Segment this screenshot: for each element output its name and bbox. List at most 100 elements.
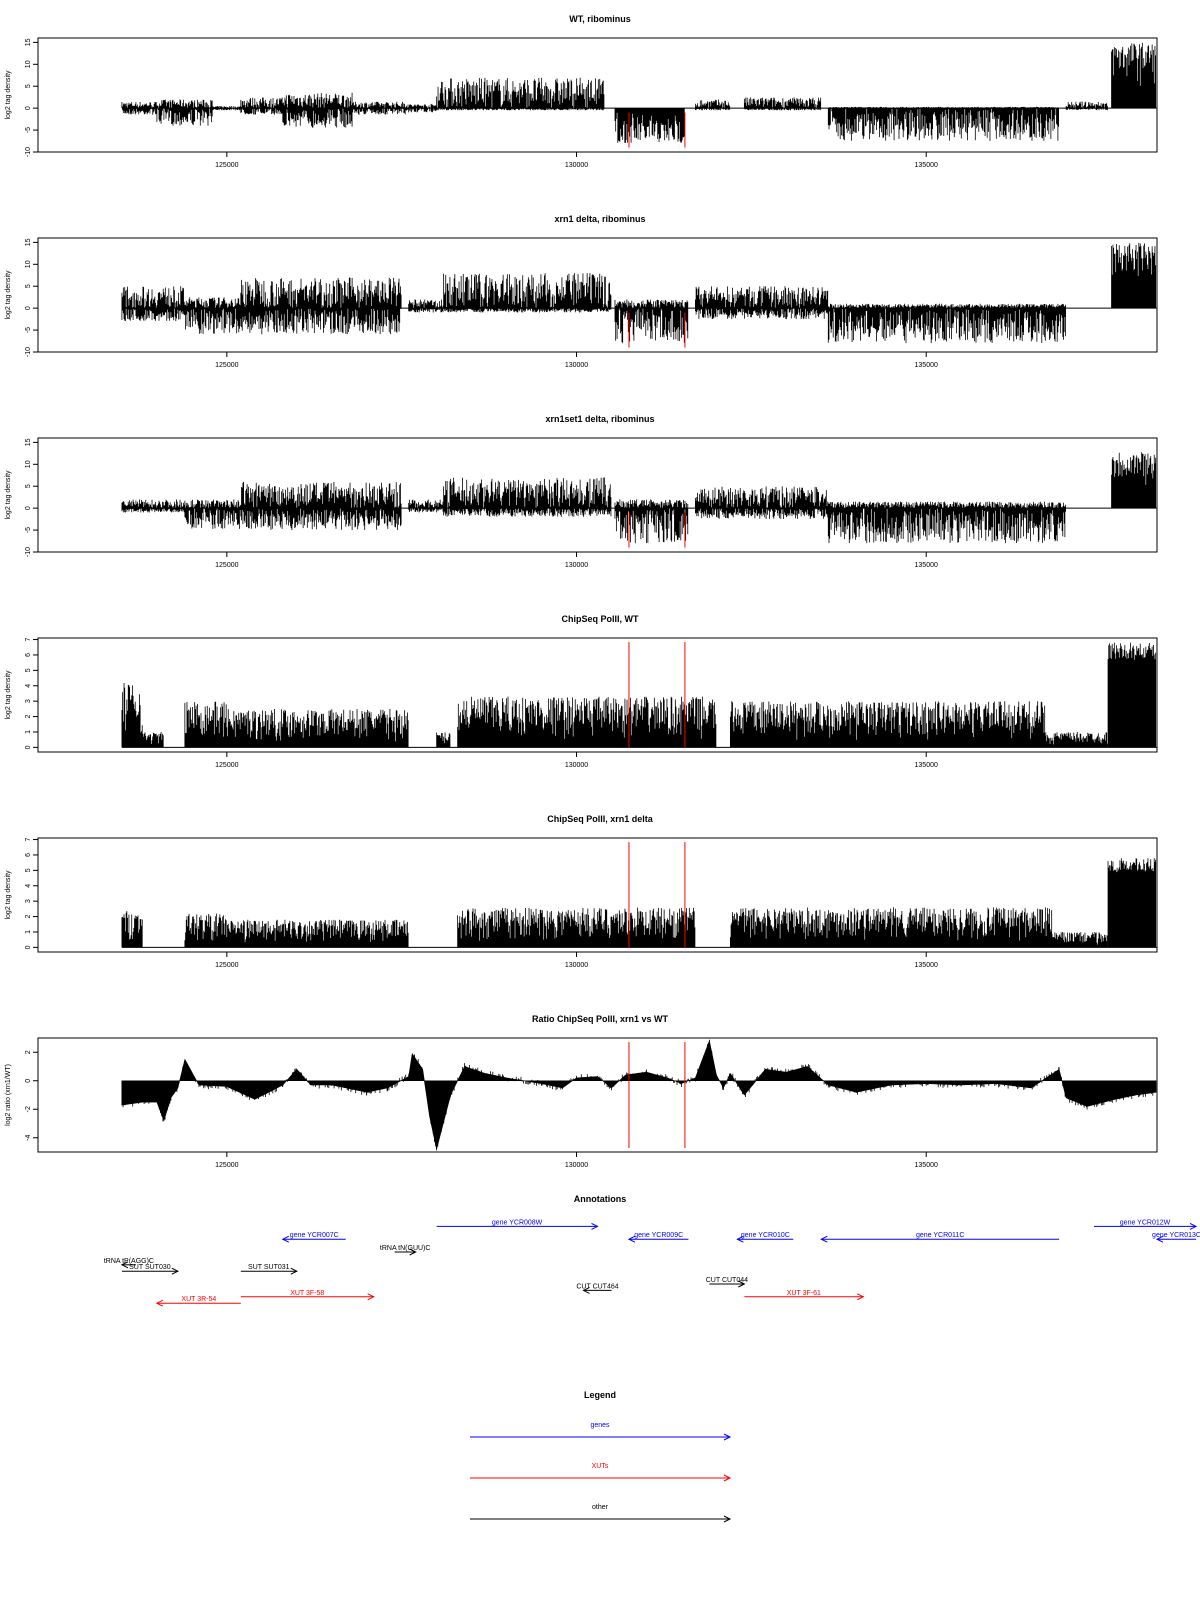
annotation-feature: gene YCR009C	[627, 1232, 689, 1243]
legend-label: other	[592, 1504, 609, 1511]
data-segment	[240, 97, 283, 115]
data-series	[121, 243, 1157, 344]
density-bars	[436, 77, 605, 111]
y-tick-label: 6	[25, 853, 32, 857]
density-bars	[121, 911, 143, 948]
density-bars	[408, 499, 444, 513]
density-bars	[614, 299, 689, 344]
y-tick-label: -2	[25, 1106, 32, 1112]
density-bars	[1044, 732, 1108, 748]
track-panel: xrn1set1 delta, ribominus -10 -5 0 5 10 15 log2…	[5, 414, 1158, 569]
data-segment	[1111, 42, 1157, 109]
y-tick-label: 5	[25, 868, 32, 872]
x-tick-label: 125000	[215, 362, 238, 369]
y-tick-label: 0	[25, 506, 32, 510]
y-tick-label: 10	[25, 460, 32, 468]
data-series	[121, 642, 1157, 748]
data-series	[121, 42, 1157, 143]
annotation-feature: gene YCR010C	[736, 1232, 794, 1243]
annotation-feature: gene YCR007C	[281, 1232, 346, 1243]
y-tick-label: -10	[25, 347, 32, 357]
y-tick-label: 1	[25, 730, 32, 734]
feature-label: gene YCR007C	[290, 1232, 339, 1239]
density-bars	[1111, 452, 1157, 509]
y-tick-label: 15	[25, 38, 32, 46]
feature-arrowhead	[736, 1235, 744, 1243]
y-tick-label: 5	[25, 284, 32, 288]
x-tick-label: 130000	[565, 962, 588, 969]
density-bars	[184, 913, 227, 948]
y-axis-label: log2 ratio (xrn1/WT)	[5, 1064, 12, 1126]
density-bars	[729, 907, 1053, 948]
data-segment	[1111, 452, 1157, 509]
y-tick-label: 0	[25, 745, 32, 749]
feature-arrowhead	[1155, 1235, 1164, 1243]
y-tick-label: 2	[25, 915, 32, 919]
density-bars	[282, 92, 353, 128]
y-tick-label: 7	[25, 837, 32, 841]
data-segment	[1107, 642, 1157, 748]
feature-label: SUT SUT031	[248, 1264, 290, 1271]
data-series	[121, 452, 1157, 544]
data-segment	[282, 92, 353, 128]
feature-arrowhead	[281, 1235, 290, 1243]
data-segment	[121, 286, 185, 322]
y-tick-label: -4	[25, 1135, 32, 1141]
density-bars	[121, 499, 185, 513]
data-segment	[1044, 732, 1108, 748]
density-bars	[443, 477, 612, 517]
legend-arrowhead	[723, 1515, 732, 1523]
legend-arrowhead	[723, 1433, 732, 1441]
data-segment	[226, 709, 409, 748]
annotation-feature: CUT CUT464	[576, 1283, 619, 1294]
y-tick-label: 4	[25, 684, 32, 688]
legend-item: XUTs	[470, 1463, 732, 1482]
track-panel: ChipSeq PolII, xrn1 delta 0 1 2 3 4 5 6 7 log2 ta…	[5, 814, 1158, 969]
data-segment	[614, 499, 689, 544]
feature-arrowhead	[155, 1299, 164, 1307]
feature-label: gene YCR012W	[1120, 1219, 1171, 1226]
density-bars	[827, 303, 1066, 344]
annotations-title: Annotations	[574, 1194, 627, 1204]
feature-arrowhead	[171, 1267, 179, 1275]
data-segment	[827, 501, 1066, 544]
track-panel: Ratio ChipSeq PolII, xrn1 vs WT -4 -2 0 2 log…	[5, 1014, 1158, 1169]
y-tick-label: 10	[25, 60, 32, 68]
y-tick-label: 0	[25, 1079, 32, 1083]
density-bars	[614, 499, 689, 544]
data-segment	[121, 911, 143, 948]
feature-label: tRNA tN(GUU)C	[380, 1245, 431, 1252]
density-bars	[443, 273, 612, 313]
y-tick-label: 15	[25, 438, 32, 446]
density-bars	[436, 732, 451, 748]
y-tick-label: 0	[25, 106, 32, 110]
data-series	[121, 858, 1157, 948]
density-bars	[1065, 101, 1108, 111]
feature-arrowhead	[627, 1235, 636, 1243]
annotation-feature: gene YCR012W	[1094, 1219, 1198, 1230]
y-tick-label: 7	[25, 637, 32, 641]
data-segment	[184, 701, 227, 748]
annotation-feature: XUT 3F-61	[744, 1290, 865, 1301]
panel-title: xrn1set1 delta, ribominus	[545, 414, 654, 424]
y-axis-label: log2 tag density	[5, 270, 12, 320]
density-bars	[1107, 858, 1157, 948]
annotation-feature: XUT 3R-54	[155, 1296, 241, 1307]
x-tick-label: 135000	[915, 162, 938, 169]
y-tick-label: 5	[25, 484, 32, 488]
density-bars	[184, 499, 241, 529]
density-bars	[614, 108, 685, 143]
density-bars	[827, 106, 1059, 141]
x-tick-label: 125000	[215, 162, 238, 169]
annotation-feature: XUT 3F-58	[240, 1290, 375, 1301]
annotation-feature: SUT SUT030	[121, 1264, 179, 1275]
feature-label: gene YCR008W	[492, 1219, 543, 1226]
density-bars	[184, 701, 227, 748]
feature-label: gene YCR013C	[1152, 1232, 1200, 1239]
density-bars	[457, 696, 717, 748]
x-tick-label: 130000	[565, 562, 588, 569]
legend-label: XUTs	[592, 1463, 609, 1470]
feature-label: CUT CUT464	[576, 1283, 618, 1290]
density-bars	[121, 683, 143, 748]
